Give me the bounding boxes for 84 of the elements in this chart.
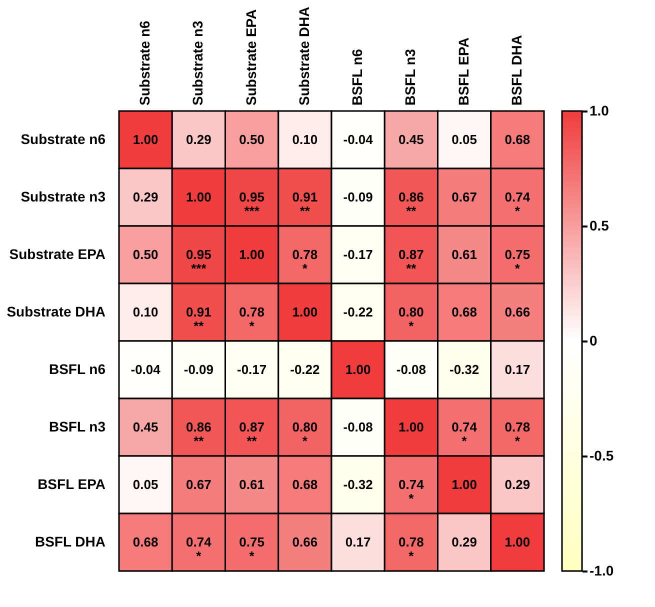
data-label: 0.10 [292,132,318,147]
data-label: 0.86 ** [398,189,424,218]
data-label: 0.78 * [239,304,264,334]
data-label: 0.91 ** [292,189,318,218]
data-label: 0.61 [452,246,477,262]
data-label: 1.00 [398,419,424,434]
data-label: 0.74 * [398,476,425,506]
data-label: 0.50 [239,132,264,147]
data-label: -0.22 [290,362,320,377]
data-label: 1.00 [186,189,212,204]
data-label: 0.17 [345,534,371,550]
data-label: 0.68 [292,476,318,492]
y-tick-label: BSFL DHA [34,533,106,550]
data-label: 0.66 [504,304,530,320]
color-bar-label: -1.0 [590,562,614,578]
data-label: 0.67 [186,476,212,492]
data-label: 0.68 [504,132,530,147]
data-label: 1.00 [345,362,371,377]
data-label: 0.78 * [292,246,318,276]
data-label: 1.00 [504,534,530,550]
data-label: 0.74 * [504,189,531,218]
data-label: 0.80 * [398,304,424,334]
data-label: 0.45 [132,419,158,434]
data-label: -0.04 [343,132,374,147]
data-label: -0.17 [236,362,267,377]
data-label: 0.78 * [398,534,424,564]
data-label: 0.95 *** [239,189,264,218]
data-label: 1.00 [292,304,318,320]
data-label: 0.74 * [186,534,212,564]
y-tick-label: Substrate n6 [20,130,106,147]
data-label: -0.09 [343,189,373,204]
x-tick-label: BSFL n3 [402,48,418,106]
data-label: 0.75 * [239,534,264,564]
x-tick-label: BSFL DHA [508,34,524,106]
data-label: 0.29 [132,189,158,204]
data-label: 0.45 [398,132,424,147]
data-label: 0.95 *** [186,246,212,276]
data-label: -0.08 [343,419,373,434]
x-tick-label: Substrate n3 [190,20,206,106]
data-label: 0.29 [452,534,477,550]
x-tick-label: BSFL n6 [349,48,366,106]
data-label: 0.86 ** [186,419,212,448]
data-label: 0.05 [452,132,477,147]
data-label: 0.78 * [504,419,530,448]
data-label: -0.32 [449,362,480,377]
data-label: 0.68 [452,304,477,320]
x-tick-label: Substrate DHA [296,6,312,106]
data-label: 0.80 * [292,419,318,448]
data-label: 0.29 [504,476,530,492]
data-label: 0.74 * [452,419,478,448]
y-tick-label: Substrate EPA [9,246,106,262]
data-label: 0.29 [186,132,212,147]
data-label: 0.66 [292,534,318,550]
data-label: 0.67 [452,189,477,204]
color-bar-label: 0 [590,332,598,348]
data-label: 1.00 [132,132,158,147]
data-label: -0.17 [343,246,373,262]
data-label: 1.00 [239,246,264,262]
y-tick-label: Substrate n3 [20,188,106,204]
data-label: 0.10 [132,304,158,320]
y-tick-label: Substrate DHA [6,303,106,320]
data-label: 0.75 * [504,246,530,276]
data-label: 0.68 [132,534,158,550]
color-bar-label: -0.5 [590,448,614,464]
data-label: 0.87 ** [398,246,424,276]
y-tick-label: BSFL n3 [48,418,106,434]
color-bar-label: 0.5 [590,218,610,234]
y-tick-label: BSFL n6 [48,360,106,377]
data-label: 0.50 [132,246,158,262]
color-bar-label: 1.0 [590,102,610,118]
data-label: 0.17 [504,362,530,377]
x-tick-label: Substrate EPA [242,9,259,106]
data-label: 0.91 ** [186,304,212,334]
data-label: -0.04 [130,362,162,377]
data-label: -0.32 [343,476,373,492]
data-label: 0.05 [132,476,158,492]
data-label: 0.87 ** [239,419,264,448]
data-label: -0.09 [184,362,214,377]
y-tick-label: BSFL EPA [38,476,106,492]
data-label: -0.22 [343,304,373,320]
data-label: 1.00 [452,476,477,492]
data-label: -0.08 [396,362,426,377]
data-label: 0.61 [239,476,264,492]
x-tick-label: BSFL EPA [455,38,472,106]
